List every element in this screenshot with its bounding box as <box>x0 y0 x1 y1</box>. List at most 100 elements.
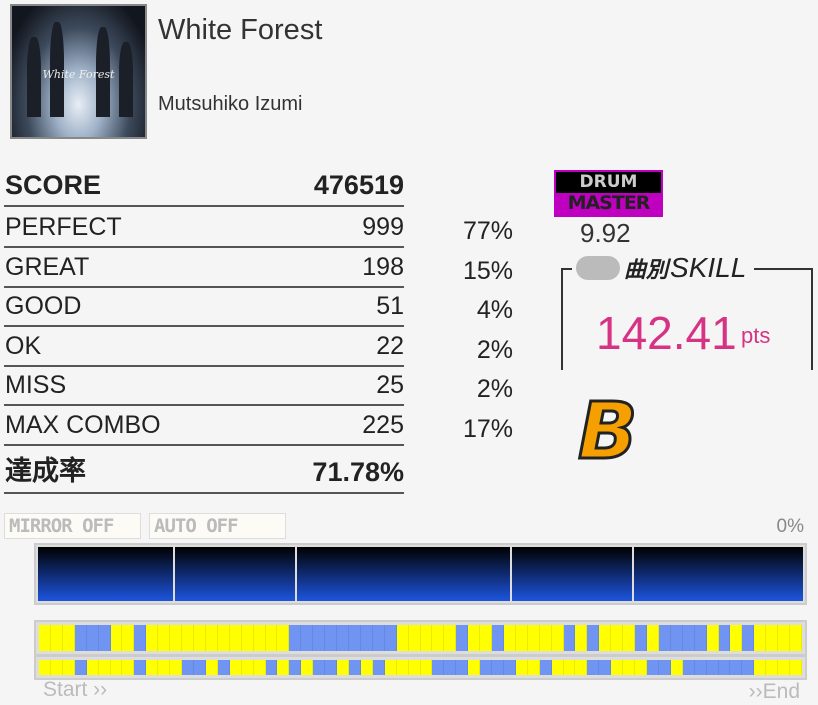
timeline-segment-blue <box>718 625 731 651</box>
timeline-segment-blue <box>599 660 612 675</box>
timeline-segment-yellow <box>384 660 397 675</box>
section-divider <box>173 547 175 601</box>
timeline-segment-yellow <box>170 660 183 675</box>
result-row-miss: MISS 25 <box>4 367 404 406</box>
timeline-segment-yellow <box>635 660 648 675</box>
timeline-segment-yellow <box>265 625 278 651</box>
chart-overview-bar <box>34 543 807 605</box>
skill-unit: pts <box>741 323 771 348</box>
timeline-segment-blue <box>348 660 361 675</box>
timeline-segment-yellow <box>527 660 540 675</box>
timeline-segment-blue <box>289 625 302 651</box>
result-label: MAX COMBO <box>5 410 161 439</box>
timeline-segment-yellow <box>551 625 564 651</box>
timeline-segment-blue <box>742 625 755 651</box>
timeline-segment-yellow <box>480 625 493 651</box>
timeline-segment-yellow <box>670 660 683 675</box>
timeline-row-1 <box>34 620 807 656</box>
timeline-segment-blue <box>742 660 755 675</box>
timeline-segment-yellow <box>432 625 445 651</box>
timeline-segment-yellow <box>647 625 659 651</box>
timeline-segment-yellow <box>408 660 421 675</box>
timeline-segment-yellow <box>706 625 719 651</box>
result-count: 25 <box>376 371 404 399</box>
timeline-segment-yellow <box>360 660 373 675</box>
timeline-segment-yellow <box>790 625 802 651</box>
timeline-segment-blue <box>289 660 302 675</box>
timeline-segment-yellow <box>611 625 624 651</box>
timeline-segment-yellow <box>229 625 242 651</box>
timeline-segment-blue <box>694 660 707 675</box>
gitadora-logo-icon <box>576 256 620 280</box>
skill-header: 曲別 SKILL <box>572 252 755 284</box>
result-percent: 77% <box>462 217 513 245</box>
timeline-segment-yellow <box>241 625 254 651</box>
result-label: GOOD <box>5 292 82 320</box>
timeline-segment-yellow <box>503 625 516 651</box>
timeline-segment-yellow <box>50 660 63 675</box>
timeline-segment-blue <box>372 660 385 675</box>
result-row-max-combo: MAX COMBO 225 <box>4 407 404 446</box>
instrument-label: DRUM <box>556 172 661 193</box>
timeline-segment-yellow <box>396 660 409 675</box>
jacket-logo: White Forest <box>42 68 115 81</box>
timeline-segment-yellow <box>122 660 135 675</box>
timeline-segment-blue <box>325 625 338 651</box>
timeline-segment-yellow <box>39 625 51 651</box>
timeline-segment-blue <box>372 625 385 651</box>
timeline-segment-yellow <box>253 625 266 651</box>
timeline-segment-blue <box>98 625 111 651</box>
timeline-segment-blue <box>563 625 576 651</box>
timeline-segment-yellow <box>623 660 636 675</box>
timeline-segment-yellow <box>277 625 290 651</box>
timeline-segment-yellow <box>205 660 218 675</box>
timeline-end-label: ››End <box>748 680 800 703</box>
progress-percent: 0% <box>776 516 804 537</box>
result-percent: 2% <box>476 335 513 364</box>
score-label: SCORE <box>5 170 102 200</box>
timeline-segment-blue <box>635 625 648 651</box>
timeline-segment-blue <box>670 625 683 651</box>
timeline-segment-blue <box>337 625 349 651</box>
result-count: 999 <box>362 213 404 241</box>
result-percent: 15% <box>462 256 513 285</box>
timeline-start-label: Start ›› <box>43 678 108 701</box>
difficulty-badge: DRUM MASTER <box>554 170 663 217</box>
timeline-segment-yellow <box>766 660 779 675</box>
score-value: 476519 <box>313 170 404 200</box>
skill-kanji: 曲別 <box>624 257 669 282</box>
result-percent: 4% <box>476 296 513 324</box>
timeline-segment-yellow <box>790 660 802 675</box>
timeline-segment-blue <box>217 660 230 675</box>
timeline-segment-blue <box>86 625 99 651</box>
timeline-segment-yellow <box>205 625 218 651</box>
result-count: 51 <box>376 292 404 320</box>
timeline-segment-blue <box>682 625 695 651</box>
result-label: OK <box>5 331 42 360</box>
timeline-segment-yellow <box>515 625 528 651</box>
timeline-segment-yellow <box>551 660 564 675</box>
timeline-segment-yellow <box>515 660 528 675</box>
timeline-segment-yellow <box>253 660 266 675</box>
timeline-segment-yellow <box>611 660 624 675</box>
timeline-segment-yellow <box>766 625 779 651</box>
timeline-segment-blue <box>730 660 743 675</box>
section-divider <box>295 547 297 601</box>
timeline-segment-yellow <box>575 625 588 651</box>
result-row-ok: OK 22 <box>4 328 404 367</box>
timeline-segment-yellow <box>241 660 254 675</box>
score-row: SCORE 476519 <box>4 168 404 207</box>
skill-label: SKILL <box>670 252 747 283</box>
timeline-segment-yellow <box>420 660 433 675</box>
timeline-segment-yellow <box>182 625 194 651</box>
timeline-segment-blue <box>456 625 469 651</box>
timeline-segment-yellow <box>62 660 75 675</box>
song-title: White Forest <box>158 14 323 46</box>
timeline-segment-yellow <box>50 625 63 651</box>
timeline-segment-yellow <box>527 625 540 651</box>
result-row-good: GOOD 51 <box>4 288 404 327</box>
timeline-segment-blue <box>682 660 695 675</box>
skill-value: 142.41 <box>596 307 737 359</box>
timeline-segment-yellow <box>623 625 636 651</box>
timeline-segment-yellow <box>408 625 421 651</box>
